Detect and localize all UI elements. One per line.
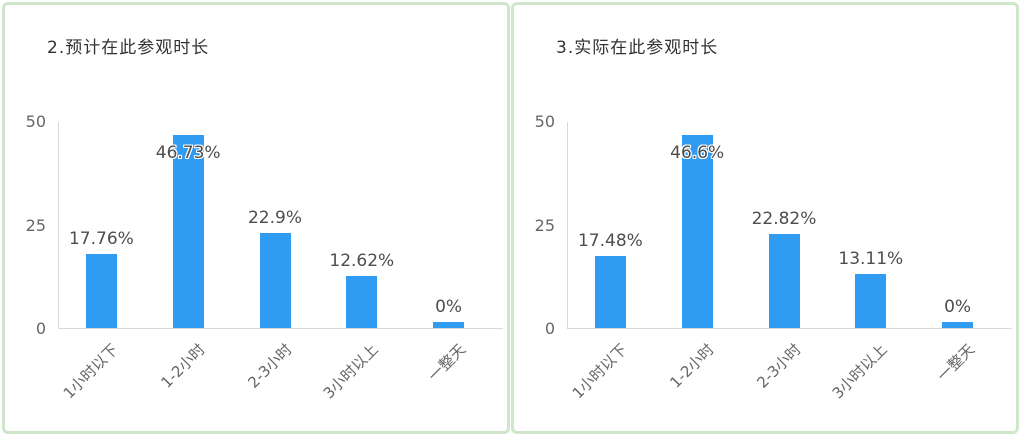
x-axis-tick-label: 2-3小时 <box>752 340 805 392</box>
y-axis-tick-label: 0 <box>544 319 555 338</box>
x-axis-tick-label: 3小时以上 <box>320 340 382 403</box>
x-axis-tick-label: 1小时以下 <box>568 340 631 403</box>
bar-value-label: 22.82% <box>751 208 817 229</box>
bar-value-label: 17.76% <box>68 229 134 250</box>
y-axis-tick-label: 50 <box>534 112 555 131</box>
x-axis-tick-label: 3小时以上 <box>829 340 891 403</box>
x-axis-tick-label: 2-3小时 <box>243 340 296 392</box>
bar <box>942 322 974 328</box>
y-axis-tick-label: 25 <box>25 215 46 235</box>
x-axis-tick-label: 1-2小时 <box>157 340 209 392</box>
bar-value-label: 0% <box>435 297 463 317</box>
bar-value-label: 12.62% <box>329 250 395 271</box>
x-axis-line <box>58 328 503 329</box>
bar <box>85 254 117 328</box>
x-axis-tick-label: 一整天 <box>424 340 469 385</box>
bar <box>346 275 378 328</box>
bar <box>681 135 713 328</box>
y-axis-line <box>567 122 568 329</box>
bar <box>855 273 887 328</box>
bar <box>172 134 204 328</box>
chart-panel-actual-duration: 3.实际在此参观时长 0 25 50 17.48% 1小时以下 46.6% 1-2小时 22.… <box>511 2 1019 434</box>
chart-title: 2.预计在此参观时长 <box>47 38 210 58</box>
plot-area: 0 25 50 17.76% 1小时以下 46.73% 1-2小时 22.9% 2-3小时 12.… <box>26 113 503 402</box>
x-axis-tick-label: 1小时以下 <box>59 340 122 403</box>
bar <box>594 255 626 328</box>
plot-area: 0 25 50 17.48% 1小时以下 46.6% 1-2小时 22.82% 2-3小时 13.… <box>535 113 1012 402</box>
bar-value-label: 13.11% <box>838 248 904 269</box>
y-axis-tick-label: 0 <box>35 319 46 338</box>
x-axis-line <box>567 328 1012 329</box>
bar-value-label: 0% <box>944 297 972 317</box>
bar <box>768 233 800 328</box>
bar <box>259 233 291 328</box>
x-axis-tick-label: 一整天 <box>933 340 978 385</box>
bar-value-label: 22.9% <box>247 208 302 229</box>
chart-title: 3.实际在此参观时长 <box>556 38 719 58</box>
bar <box>433 322 465 328</box>
y-axis-tick-label: 50 <box>25 112 46 131</box>
y-axis-line <box>58 122 59 329</box>
x-axis-tick-label: 1-2小时 <box>666 340 718 392</box>
y-axis-tick-label: 25 <box>534 215 555 235</box>
bar-value-label: 17.48% <box>577 230 643 251</box>
chart-panel-expected-duration: 2.预计在此参观时长 0 25 50 17.76% 1小时以下 46.73% 1-2小时 22… <box>2 2 510 434</box>
